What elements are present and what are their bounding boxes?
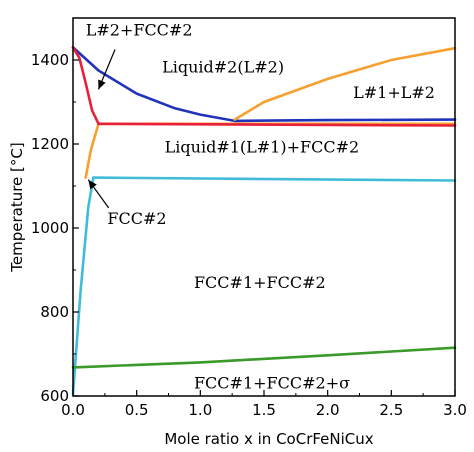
x-tick-label-6: 3.0 [443,401,467,419]
y-tick-label-2: 1000 [31,219,69,237]
y-axis: 600 800 1000 1200 1400 [31,51,79,405]
region-label-0: L#2+FCC#2 [86,21,193,40]
y-tick-label-0: 600 [40,387,69,405]
x-tick-label-1: 0.5 [125,401,149,419]
x-axis-title: Mole ratio x in CoCrFeNiCux [164,430,373,448]
phase-boundary-orange-3 [84,122,100,179]
annotation-arrow-1 [87,179,110,209]
phase-boundary-green-8 [71,346,457,369]
region-label-1: Liquid#2(L#2) [162,58,284,77]
x-tick-label-2: 1.0 [188,401,212,419]
x-tick-label-5: 2.5 [379,401,403,419]
phase-boundaries [71,46,457,396]
region-label-6: FCC#1+FCC#2+σ [194,373,350,392]
region-labels: L#2+FCC#2 Liquid#2(L#2) L#1+L#2 Liquid#1(L#… [86,21,435,393]
phase-boundary-red-5 [71,46,100,126]
x-axis: 0.0 0.5 1.0 1.5 2.0 2.5 3.0 [61,390,467,419]
region-label-3: Liquid#1(L#1)+FCC#2 [165,137,360,156]
phase-boundary-cyan-7 [92,176,457,182]
phase-boundary-cyan-6 [71,176,95,396]
y-tick-label-1: 800 [40,303,69,321]
phase-boundary-orange-1 [233,46,457,121]
region-label-5: FCC#1+FCC#2 [194,273,326,292]
x-tick-label-0: 0.0 [61,401,85,419]
y-tick-label-3: 1200 [31,135,69,153]
region-label-2: L#1+L#2 [353,83,435,102]
region-label-4: FCC#2 [107,209,166,228]
x-tick-label-3: 1.5 [252,401,276,419]
y-axis-title: Temperature [°C] [8,142,26,272]
y-tick-label-4: 1400 [31,51,69,69]
annotation-arrow-0 [97,49,116,90]
x-tick-label-4: 2.0 [316,401,340,419]
annotation-arrows [87,49,116,209]
phase-boundary-red-4 [97,122,457,127]
